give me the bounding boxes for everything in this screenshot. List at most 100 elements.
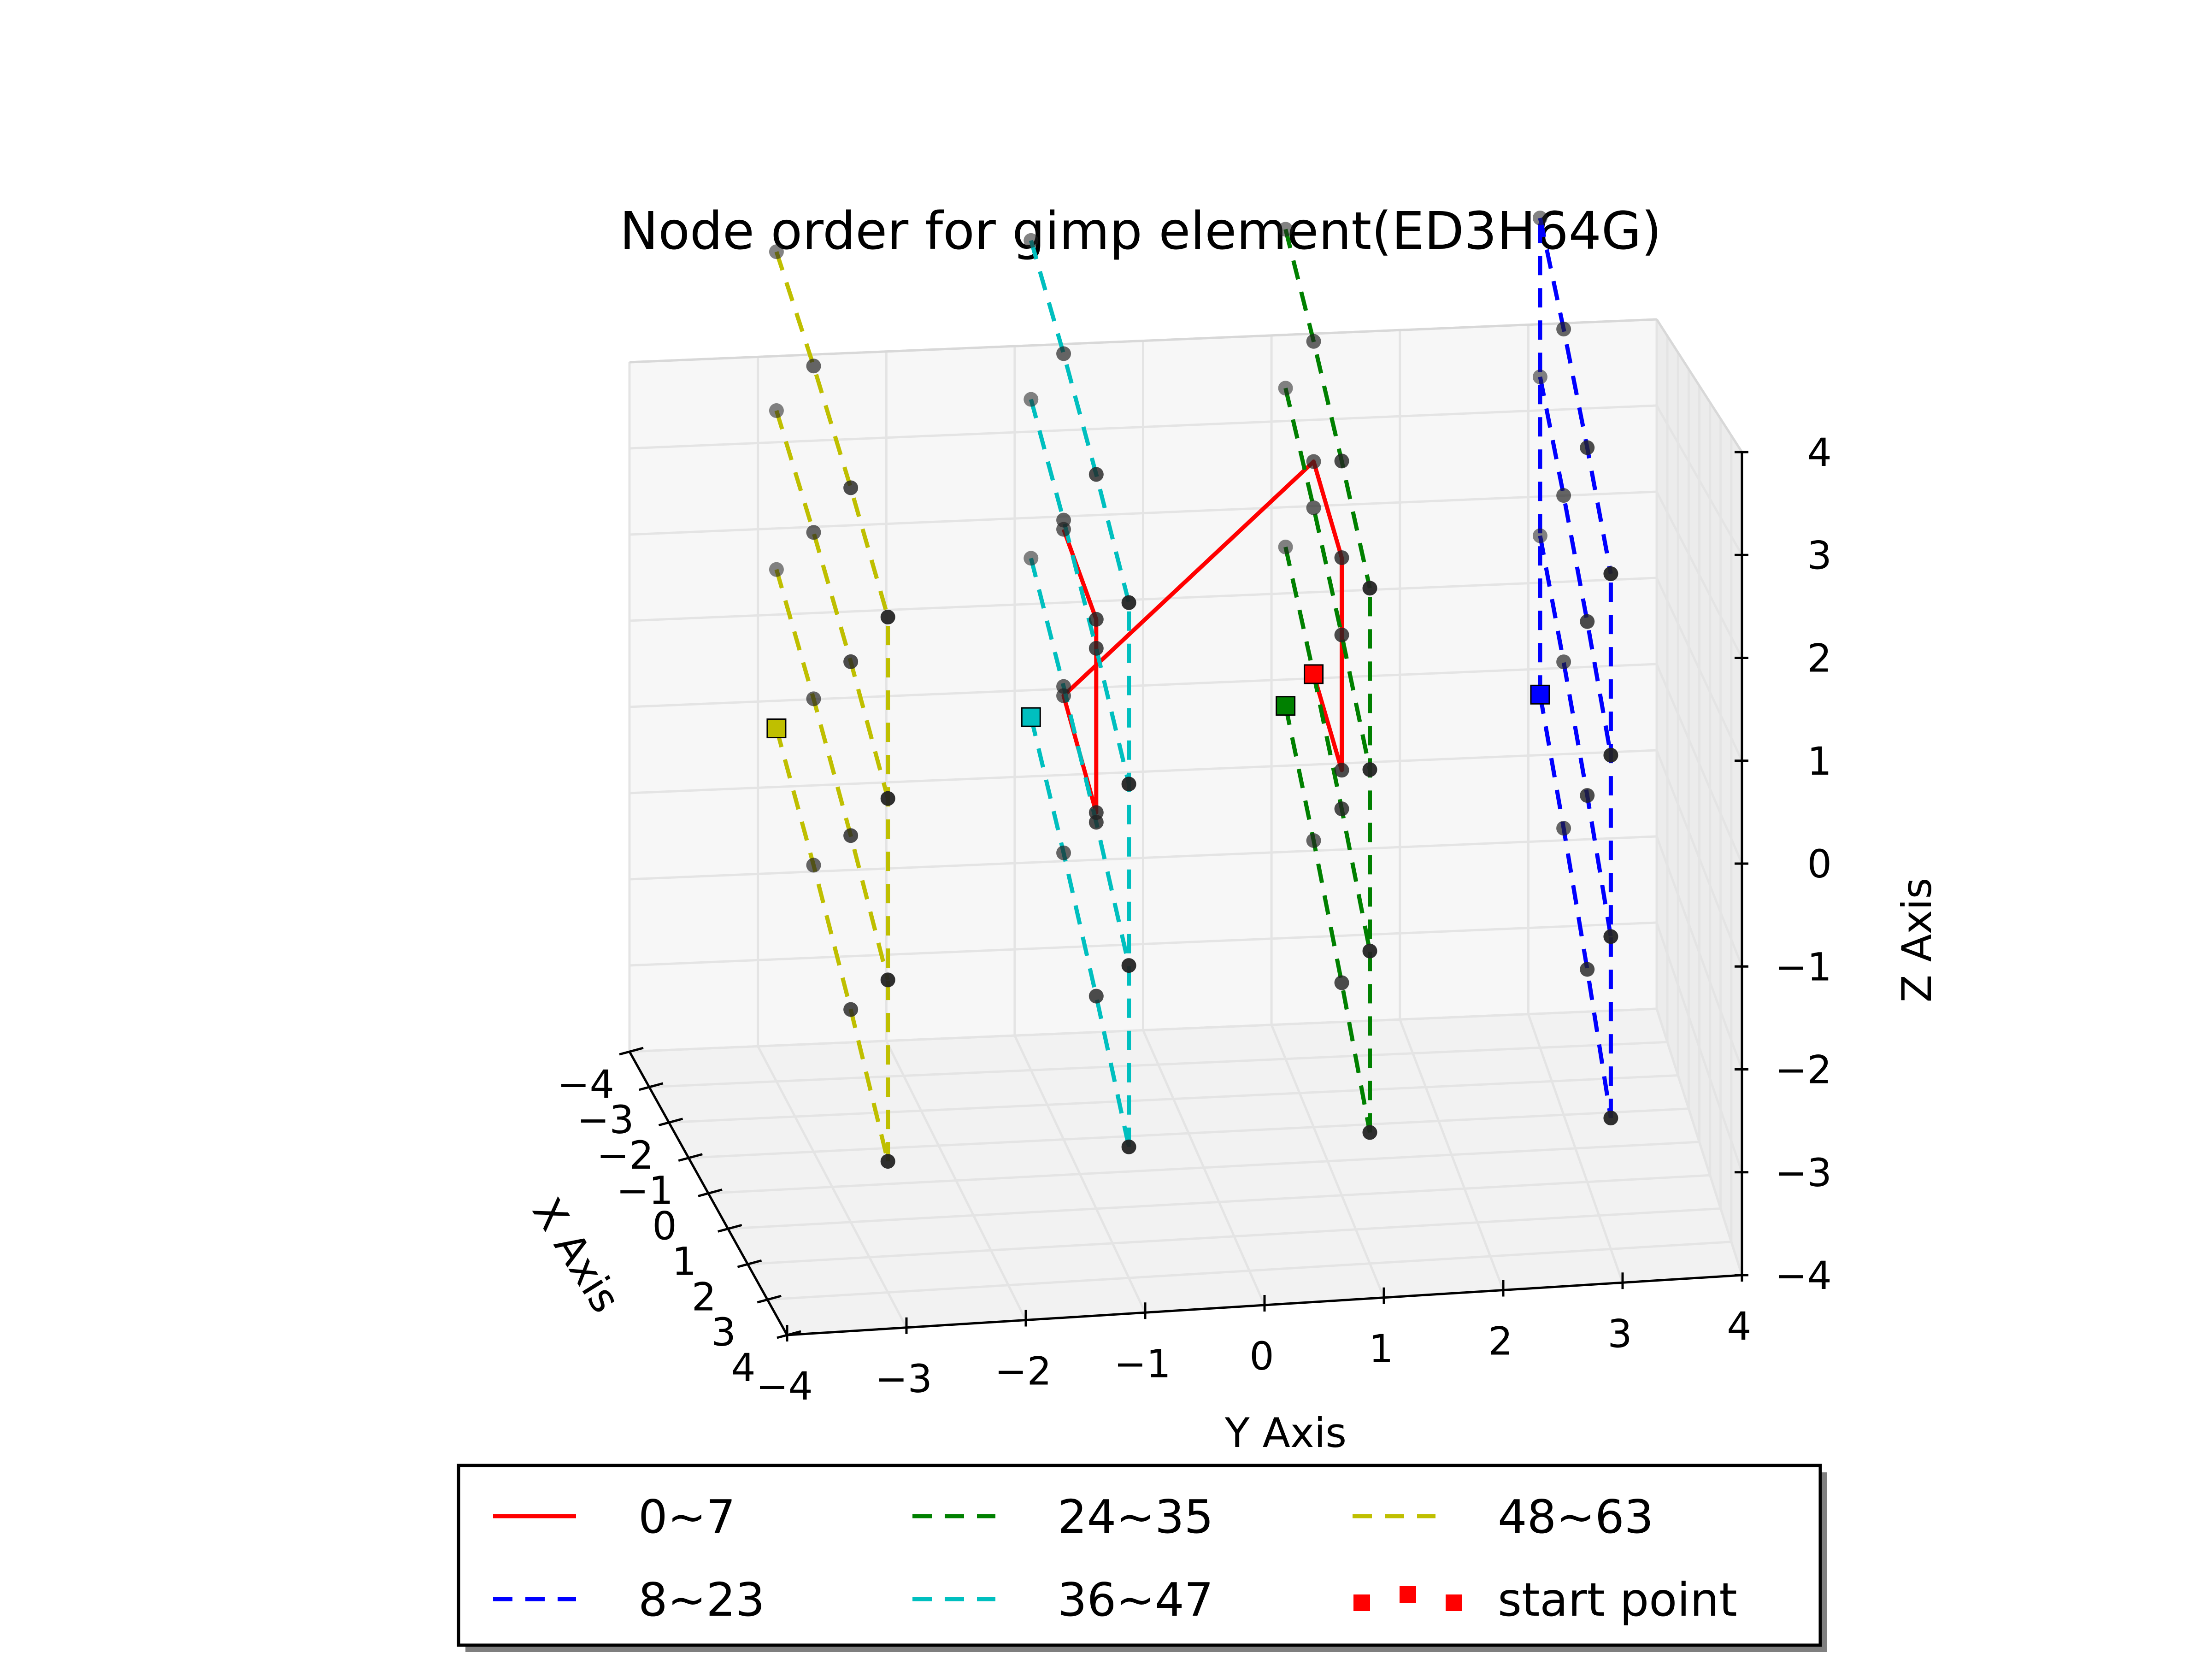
grid-line <box>1655 664 1743 864</box>
node-point <box>806 858 821 873</box>
node-point <box>769 562 784 577</box>
node-point <box>1580 788 1595 803</box>
start-point-marker <box>766 718 787 739</box>
z-tick-label: −4 <box>1775 1253 1832 1298</box>
y-axis-label: Y Axis <box>1224 1409 1347 1457</box>
y-tick-label: −3 <box>875 1356 932 1401</box>
x-tick-label: −4 <box>557 1062 614 1107</box>
node-point <box>1121 777 1136 792</box>
node-point <box>1603 566 1618 582</box>
node-point <box>1024 233 1039 248</box>
z-tick-label: 4 <box>1807 430 1832 475</box>
grid-line <box>1655 405 1743 556</box>
node-point <box>806 359 821 374</box>
legend-marker-start-point <box>1353 1594 1370 1611</box>
node-point <box>1580 440 1595 455</box>
node-point <box>1056 512 1071 528</box>
node-point <box>843 654 859 669</box>
node-point <box>1334 801 1349 817</box>
z-tick-label: 0 <box>1807 841 1832 887</box>
node-point <box>1278 381 1293 396</box>
node-point <box>1556 654 1571 670</box>
y-tick-label: 2 <box>1488 1319 1512 1364</box>
legend-label: 36~47 <box>1058 1573 1213 1627</box>
z-tick-label: 1 <box>1807 739 1832 784</box>
node-point <box>1556 488 1571 503</box>
y-tick-label: 3 <box>1607 1311 1632 1356</box>
x-tick <box>639 1082 664 1091</box>
node-point <box>1278 222 1293 237</box>
node-point <box>806 691 821 706</box>
node-point <box>1306 833 1321 848</box>
y-tick-label: −2 <box>994 1349 1052 1394</box>
node-point <box>769 403 784 418</box>
node-point <box>1603 1111 1618 1126</box>
node-point <box>1088 815 1104 830</box>
grid-line <box>629 404 1657 450</box>
x-tick <box>698 1188 723 1197</box>
x-tick-label: 3 <box>712 1310 736 1355</box>
grid-line <box>747 1207 1721 1265</box>
start-point-marker <box>1276 696 1296 716</box>
series-line-8~23 <box>1538 694 1613 1118</box>
x-tick-label: 0 <box>652 1204 677 1249</box>
grid-line <box>767 1241 1732 1301</box>
z-tick-label: 2 <box>1807 636 1832 681</box>
pane-edge <box>629 318 1657 364</box>
x-tick <box>678 1153 703 1162</box>
legend-marker-start-point <box>1400 1586 1416 1603</box>
x-tick <box>658 1118 683 1127</box>
x-tick-label: −3 <box>577 1097 634 1142</box>
node-point <box>1362 1125 1377 1140</box>
legend-label: 0~7 <box>638 1490 735 1544</box>
grid-line <box>1655 577 1743 761</box>
series-line-24~35 <box>1283 229 1372 589</box>
node-point <box>1556 821 1571 836</box>
node-point <box>1121 595 1136 610</box>
grid-line <box>1527 1013 1624 1283</box>
y-tick-label: 0 <box>1249 1334 1274 1379</box>
x-tick <box>737 1259 762 1268</box>
grid-line <box>629 490 1657 536</box>
series-line-8~23 <box>1538 535 1613 937</box>
node-point <box>1334 550 1349 565</box>
node-point <box>1334 975 1349 990</box>
node-point <box>1603 929 1618 944</box>
x-tick-label: 1 <box>672 1239 696 1284</box>
node-point <box>806 525 821 540</box>
x-tick-label: −1 <box>616 1168 673 1213</box>
grid-line <box>708 1141 1700 1194</box>
node-point <box>1306 454 1321 469</box>
start-point-marker <box>1530 684 1550 705</box>
node-point <box>1056 679 1071 694</box>
node-point <box>880 610 895 625</box>
series-line-48~63 <box>774 728 890 1162</box>
floor-pane <box>629 1009 1742 1335</box>
node-point <box>1532 369 1547 384</box>
z-tick-label: −1 <box>1775 944 1832 989</box>
node-point <box>843 480 859 495</box>
x-tick-label: 4 <box>731 1345 755 1390</box>
node-point <box>769 244 784 259</box>
legend-label: 24~35 <box>1058 1490 1213 1544</box>
node-point <box>1334 627 1349 642</box>
node-point <box>843 828 859 843</box>
legend-label: 48~63 <box>1498 1490 1653 1544</box>
node-point <box>880 791 895 806</box>
node-point <box>1088 467 1104 482</box>
legend: 0~7 8~23 24~35 36~47 48~63 start point <box>457 1464 1827 1652</box>
node-point <box>1532 528 1547 543</box>
y-tick-label: −1 <box>1114 1341 1171 1386</box>
z-tick-label: −2 <box>1775 1047 1832 1093</box>
grid-line <box>1655 491 1743 659</box>
x-axis-label: X Axis <box>523 1190 629 1321</box>
node-point <box>1362 762 1377 777</box>
node-point <box>843 1002 859 1017</box>
legend-frame <box>457 1464 1822 1647</box>
grid-line <box>728 1174 1710 1230</box>
x-tick-label: −2 <box>597 1133 654 1178</box>
legend-label: start point <box>1498 1573 1737 1627</box>
